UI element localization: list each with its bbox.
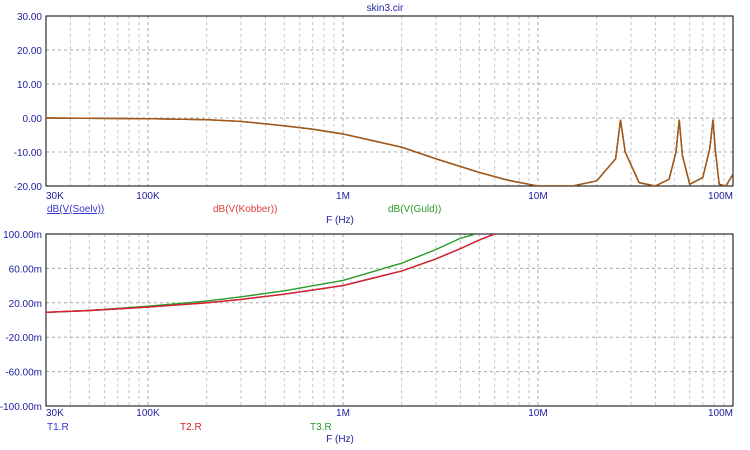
bottom-ytick-label: -20.00m bbox=[5, 333, 42, 344]
top-xticks: 30K 100K 1M 10M 100M bbox=[46, 191, 733, 202]
top-xtick-label: 100K bbox=[136, 191, 160, 202]
top-ytick-label: 20.00 bbox=[17, 46, 42, 57]
bottom-ytick-label: 20.00m bbox=[9, 299, 42, 310]
bottom-plot-frame bbox=[45, 233, 734, 407]
bottom-series-line-2 bbox=[46, 234, 476, 313]
bottom-series-line-1 bbox=[46, 234, 495, 313]
top-xtick-label: 100M bbox=[708, 191, 733, 202]
legend-t3r: T3.R bbox=[310, 422, 332, 433]
top-xtick-label: 10M bbox=[528, 191, 547, 202]
top-ytick-label: 30.00 bbox=[17, 12, 42, 23]
top-xtick-label: 1M bbox=[336, 191, 350, 202]
bottom-xtick-label: 30K bbox=[46, 408, 64, 419]
top-panel[interactable]: 30.00 20.00 10.00 0.00 -10.00 -20.00 30K 100K 1… bbox=[14, 12, 734, 202]
top-x-axis-label: F (Hz) bbox=[326, 215, 354, 226]
legend-t2r: T2.R bbox=[180, 422, 202, 433]
bottom-series-line-0 bbox=[46, 234, 495, 313]
bottom-xtick-label: 100K bbox=[136, 408, 160, 419]
top-xtick-label: 30K bbox=[46, 191, 64, 202]
top-ytick-label: -20.00 bbox=[14, 182, 43, 193]
top-yticks: 30.00 20.00 10.00 0.00 -10.00 -20.00 bbox=[14, 12, 43, 193]
chart-title: skin3.cir bbox=[367, 3, 404, 14]
legend-kobber: dB(V(Kobber)) bbox=[213, 204, 277, 215]
top-ytick-label: 0.00 bbox=[23, 114, 43, 125]
top-series-line-0 bbox=[46, 117, 733, 186]
bottom-grid bbox=[46, 234, 733, 406]
bottom-x-axis-label: F (Hz) bbox=[326, 434, 354, 445]
top-ytick-label: -10.00 bbox=[14, 148, 43, 159]
bottom-xtick-label: 1M bbox=[336, 408, 350, 419]
bottom-panel[interactable]: 100.00m 60.00m 20.00m -20.00m -60.00m -100.00… bbox=[0, 230, 734, 419]
bottom-ytick-label: -60.00m bbox=[5, 368, 42, 379]
legend-t1r: T1.R bbox=[47, 422, 69, 433]
top-legend: dB(V(Soelv)) dB(V(Kobber)) dB(V(Guld)) F… bbox=[47, 204, 441, 226]
bottom-xtick-label: 100M bbox=[708, 408, 733, 419]
bottom-ytick-label: -100.00m bbox=[0, 402, 42, 413]
legend-soelv: dB(V(Soelv)) bbox=[47, 204, 104, 215]
bottom-legend: T1.R T2.R T3.R F (Hz) bbox=[47, 422, 354, 445]
top-grid bbox=[46, 16, 733, 186]
bottom-ytick-label: 60.00m bbox=[9, 264, 42, 275]
bottom-yticks: 100.00m 60.00m 20.00m -20.00m -60.00m -100.00… bbox=[0, 230, 42, 413]
legend-guld: dB(V(Guld)) bbox=[388, 204, 441, 215]
bottom-xtick-label: 10M bbox=[528, 408, 547, 419]
bottom-series bbox=[46, 234, 495, 313]
top-plot-frame bbox=[45, 15, 734, 187]
top-series bbox=[46, 117, 733, 186]
bottom-ytick-label: 100.00m bbox=[3, 230, 42, 241]
top-ytick-label: 10.00 bbox=[17, 80, 42, 91]
bottom-xticks: 30K 100K 1M 10M 100M bbox=[46, 408, 733, 419]
